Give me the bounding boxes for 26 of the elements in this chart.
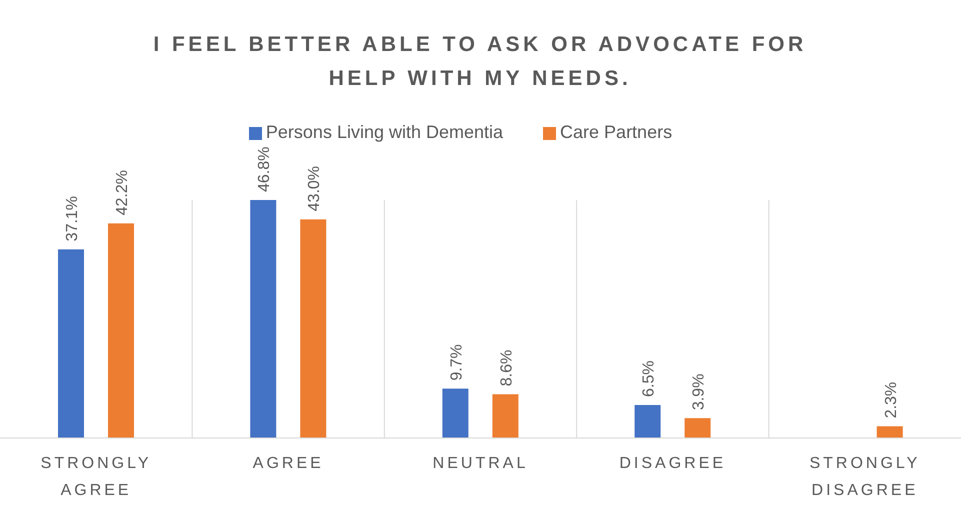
bar xyxy=(300,219,326,438)
legend-label: Care Partners xyxy=(560,122,672,142)
bar xyxy=(876,426,903,438)
bar xyxy=(492,394,518,438)
data-label: 42.2% xyxy=(114,170,131,216)
bar xyxy=(250,200,276,438)
data-label: 6.5% xyxy=(640,360,658,397)
data-label: 9.7% xyxy=(448,344,466,381)
legend-label: Persons Living with Dementia xyxy=(266,122,504,142)
x-tick-label: STRONGLY AGREE xyxy=(40,455,152,499)
data-label: 43.0% xyxy=(306,166,324,212)
x-tick-label: AGREE xyxy=(252,455,324,472)
x-tick-label: NEUTRAL xyxy=(432,455,528,472)
data-label: 3.9% xyxy=(690,374,708,410)
bar xyxy=(442,388,468,438)
data-label: 46.8% xyxy=(256,146,274,192)
data-label: 2.3% xyxy=(882,382,900,418)
x-tick-label: STRONGLY DISAGREE xyxy=(809,455,920,499)
data-label: 8.6% xyxy=(498,350,516,386)
data-label: 37.1% xyxy=(64,196,81,242)
x-tick-label: DISAGREE xyxy=(619,455,726,472)
bar xyxy=(634,404,661,438)
bar xyxy=(58,249,84,438)
bar xyxy=(684,418,711,438)
chart-title: I FEEL BETTER ABLE TO ASK OR ADVOCATE FOR HELP WITH MY NEEDS. xyxy=(152,32,808,92)
bar xyxy=(108,223,134,438)
